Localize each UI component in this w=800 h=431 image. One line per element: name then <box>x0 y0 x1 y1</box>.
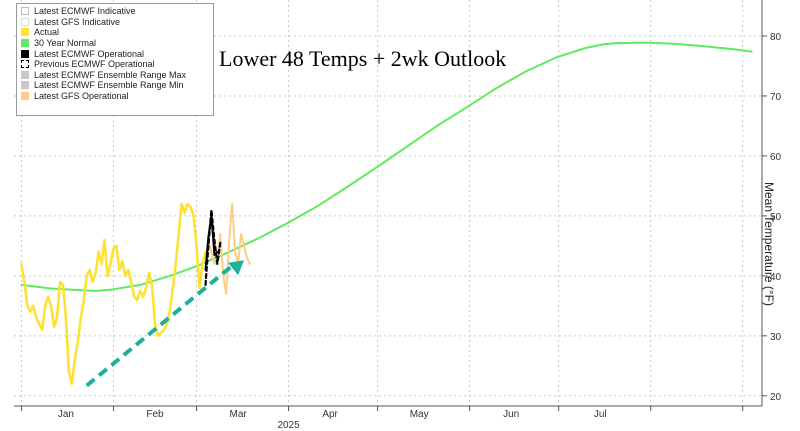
legend: Latest ECMWF Indicative Latest GFS Indica… <box>16 3 214 116</box>
trend-arrow-head <box>228 260 245 276</box>
y-tick-label: 50 <box>770 212 782 223</box>
x-tick-label: Jun <box>503 409 519 420</box>
legend-label: Latest ECMWF Ensemble Range Max <box>34 69 187 80</box>
legend-swatch <box>21 17 29 26</box>
series-group <box>20 41 753 386</box>
y-tick-label: 20 <box>770 392 782 403</box>
trend-arrow-line <box>85 262 236 388</box>
legend-label: Latest ECMWF Operational <box>34 48 145 59</box>
chart-title: Lower 48 Temps + 2wk Outlook <box>219 46 507 71</box>
legend-item: Latest GFS Indicative <box>21 17 213 28</box>
legend-label: Latest ECMWF Indicative <box>34 6 136 17</box>
legend-label: Previous ECMWF Operational <box>34 59 155 70</box>
legend-label: Latest GFS Operational <box>34 91 129 102</box>
legend-label: Actual <box>34 27 60 38</box>
legend-swatch <box>21 60 29 69</box>
series-30-year-normal <box>20 41 753 292</box>
legend-item: Latest ECMWF Ensemble Range Min <box>21 80 213 91</box>
series-previous-ecmwf-operational <box>204 208 222 286</box>
series-actual <box>20 202 207 386</box>
y-tick-label: 40 <box>770 272 782 283</box>
legend-item: Latest ECMWF Operational <box>21 48 213 59</box>
trend-arrow-annotation <box>85 260 245 388</box>
x-tick-label: Feb <box>146 409 164 420</box>
y-tick-label: 70 <box>770 92 782 103</box>
legend-item: Latest ECMWF Indicative <box>21 6 213 17</box>
legend-item: Latest GFS Operational <box>21 91 213 102</box>
legend-item: 30 Year Normal <box>21 38 213 49</box>
y-tick-label: 30 <box>770 332 782 343</box>
legend-swatch <box>21 81 29 90</box>
legend-swatch <box>21 7 29 16</box>
legend-swatch <box>21 28 29 37</box>
x-year-label: 2025 <box>277 420 300 431</box>
series-latest-gfs-operational <box>207 202 251 295</box>
legend-label: Latest GFS Indicative <box>34 16 121 27</box>
x-tick-label: Jul <box>594 409 607 420</box>
legend-swatch <box>21 70 29 79</box>
x-tick-label: Jan <box>58 409 74 420</box>
legend-label: Latest ECMWF Ensemble Range Min <box>34 80 184 91</box>
x-tick-label: Mar <box>229 409 247 420</box>
legend-swatch <box>21 39 29 48</box>
legend-item: Actual <box>21 27 213 38</box>
x-tick-label: Apr <box>322 409 338 420</box>
y-axis-label: Mean Temperature (°F) <box>762 182 776 306</box>
y-tick-label: 80 <box>770 32 782 43</box>
y-tick-label: 60 <box>770 152 782 163</box>
legend-label: 30 Year Normal <box>34 38 97 49</box>
x-tick-label: May <box>410 409 429 420</box>
axes: 20 30 40 50 60 70 80 Jan Feb Mar Apr May Jun Jul 2025 <box>14 0 782 431</box>
legend-item: Previous ECMWF Operational <box>21 59 213 70</box>
legend-swatch <box>21 92 29 101</box>
legend-item: Latest ECMWF Ensemble Range Max <box>21 70 213 81</box>
legend-swatch <box>21 49 29 58</box>
